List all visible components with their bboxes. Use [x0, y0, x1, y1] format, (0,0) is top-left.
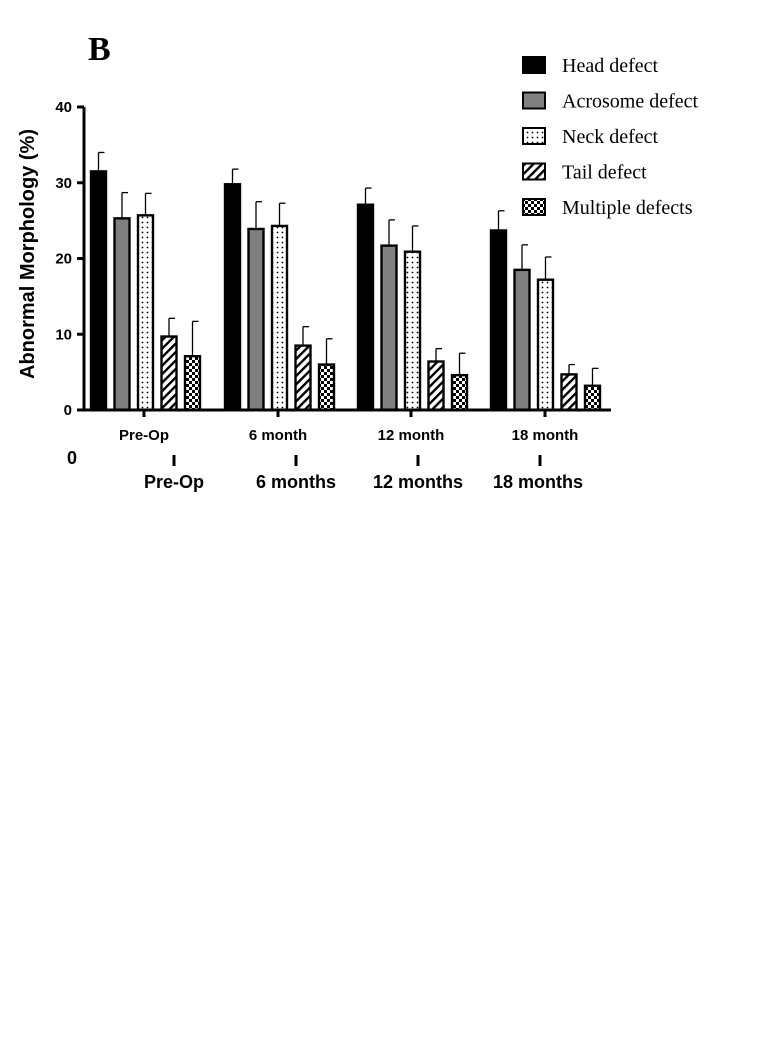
y-tick-label: 20: [55, 251, 72, 268]
legend-label: Head defect: [562, 55, 658, 77]
legend-label: Multiple defects: [562, 197, 693, 219]
secondary-axis-label: 6 months: [256, 472, 336, 492]
bar-acrosome-defect: [247, 227, 265, 412]
x-category-label: 12 month: [378, 427, 445, 444]
secondary-axis-label: 18 months: [493, 472, 583, 492]
bar-tail-defect: [294, 344, 312, 412]
secondary-axis-label: Pre-Op: [144, 472, 204, 492]
x-category-label: Pre-Op: [119, 427, 169, 444]
legend-label: Neck defect: [562, 126, 658, 148]
secondary-axis-partial-tick: 0: [67, 448, 77, 468]
y-tick-label: 0: [64, 402, 72, 419]
bar-acrosome-defect: [513, 268, 531, 412]
bar-acrosome-defect: [113, 217, 131, 412]
bar-head-defect: [356, 203, 375, 412]
x-category-label: 6 month: [249, 427, 307, 444]
bar-acrosome-defect: [380, 244, 398, 412]
x-category-label: 18 month: [512, 427, 579, 444]
legend-swatch: [522, 91, 546, 110]
legend-swatch: [522, 127, 546, 145]
legend-label: Tail defect: [562, 162, 647, 184]
panel-label: B: [88, 31, 111, 68]
legend-swatch: [522, 198, 546, 216]
y-tick-label: 40: [55, 99, 72, 116]
bar-group: [89, 151, 602, 412]
x-axis: Pre-Op 6 month 12 month 18 month: [83, 408, 611, 444]
bar-tail-defect: [427, 360, 445, 412]
legend: Head defect Acrosome defect Neck defect Tai…: [522, 55, 698, 219]
y-tick-label: 30: [55, 175, 72, 192]
bar-neck-defect: [536, 278, 555, 412]
secondary-axis-label: 12 months: [373, 472, 463, 492]
bar-tail-defect: [560, 373, 578, 412]
bar-head-defect: [223, 183, 242, 412]
bar-multiple-defects: [450, 373, 469, 412]
bar-multiple-defects: [583, 384, 602, 412]
bar-neck-defect: [270, 224, 289, 412]
bar-neck-defect: [136, 214, 155, 412]
y-tick-label: 10: [55, 326, 72, 343]
bar-multiple-defects: [183, 355, 202, 412]
legend-swatch: [522, 162, 546, 181]
bar-tail-defect: [160, 335, 178, 412]
bar-head-defect: [89, 170, 108, 412]
y-axis: 0 10 20 30 40: [55, 99, 86, 419]
legend-swatch: [522, 56, 546, 74]
bar-neck-defect: [403, 250, 422, 412]
legend-label: Acrosome defect: [562, 91, 698, 113]
y-axis-label: Abnormal Morphology (%): [17, 129, 39, 379]
bar-head-defect: [489, 229, 508, 412]
bar-multiple-defects: [317, 363, 336, 412]
secondary-axis: 0 Pre-Op 6 months 12 months 18 months: [67, 448, 583, 492]
